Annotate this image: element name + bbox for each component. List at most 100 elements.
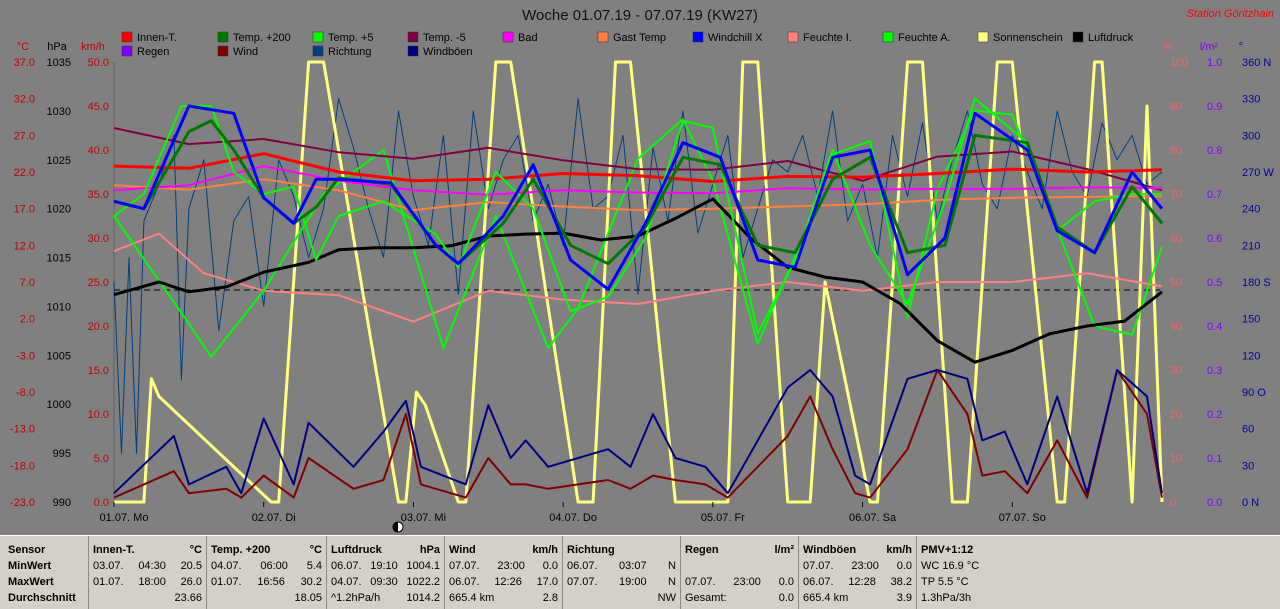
row-label-min: MinWert xyxy=(8,560,52,572)
stats-value: 0.0 xyxy=(778,576,794,588)
pmv-line: WC 16.9 °C xyxy=(921,560,980,572)
temp-tick-label: 22.0 xyxy=(14,167,35,179)
stats-value: N xyxy=(668,576,676,588)
wind-tick-label: 20.0 xyxy=(88,321,109,333)
series-line-temp-5 xyxy=(113,127,1163,192)
temp-tick-label: -23.0 xyxy=(10,497,35,509)
series-line-bad xyxy=(113,165,1163,196)
x-tick-label: 06.07. Sa xyxy=(849,512,897,524)
legend-swatch xyxy=(407,45,419,57)
stats-time: 23:00 xyxy=(851,560,879,572)
rain-tick-label: 0.7 xyxy=(1207,189,1222,201)
direction-tick-label: 360 N xyxy=(1242,57,1271,69)
stats-time: 23:00 xyxy=(497,560,525,572)
direction-tick-label: 210 xyxy=(1242,240,1260,252)
stats-date: 07.07. xyxy=(449,560,480,572)
pressure-tick-label: 1020 xyxy=(47,204,71,216)
temp-tick-label: 2.0 xyxy=(20,314,35,326)
humidity-tick-label: 100 xyxy=(1170,57,1188,69)
humidity-axis-header: % xyxy=(1163,41,1173,53)
stats-temp-200: Temp. +200 °C 04.07. 06:00 5.4 01.07. 16:56 3… xyxy=(206,536,326,609)
stats-value: 0.0 xyxy=(542,560,558,572)
legend-swatch xyxy=(977,31,989,43)
stats-date: 07.07. xyxy=(685,576,716,588)
chart-title: Woche 01.07.19 - 07.07.19 (KW27) xyxy=(522,7,758,24)
stats-sensor-name: Wind xyxy=(449,544,476,556)
station-name: Station Göritzhain xyxy=(1187,8,1274,20)
rain-tick-label: 0.3 xyxy=(1207,365,1222,377)
stats-value: 20.5 xyxy=(180,560,202,572)
legend-label: Richtung xyxy=(328,46,371,58)
stats-date: 01.07. xyxy=(93,576,124,588)
stats-unit: km/h xyxy=(532,544,558,556)
legend-swatch xyxy=(502,31,514,43)
moon-phase-icon xyxy=(392,521,404,533)
stats-unit: l/m² xyxy=(774,544,794,556)
legend-label: Temp. -5 xyxy=(423,32,466,44)
stats-value: 1022.2 xyxy=(406,576,440,588)
stats-time: 19:00 xyxy=(619,576,647,588)
legend-swatch xyxy=(121,31,133,43)
stats-innen-t: Innen-T. °C 03.07. 04:30 20.5 01.07. 18:00 26… xyxy=(88,536,206,609)
legend-swatch xyxy=(312,31,324,43)
stats-value: 5.4 xyxy=(306,560,322,572)
stats-sensor-name: Innen-T. xyxy=(93,544,135,556)
x-tick-label: 02.07. Di xyxy=(252,512,296,524)
stats-date: 06.07. xyxy=(331,560,362,572)
stats-wind: Wind km/h 07.07. 23:00 0.0 06.07. 12:26 17.0 … xyxy=(444,536,562,609)
rain-tick-label: 0.0 xyxy=(1207,497,1222,509)
stats-date: 665.4 km xyxy=(449,592,495,604)
wind-tick-label: 5.0 xyxy=(94,453,109,465)
wind-tick-label: 40.0 xyxy=(88,145,109,157)
row-label-sensor: Sensor xyxy=(8,544,46,556)
statistics-table: Sensor MinWert MaxWert Durchschnitt Inne… xyxy=(0,535,1280,609)
stats-value: 1014.2 xyxy=(406,592,440,604)
stats-unit: km/h xyxy=(886,544,912,556)
x-tick-label: 04.07. Do xyxy=(549,512,597,524)
series-line-sonnenschein xyxy=(114,60,1164,504)
stats-richtung: Richtung 06.07. 03:07 N 07.07. 19:00 N NW xyxy=(562,536,680,609)
rain-axis-header: l/m² xyxy=(1200,41,1219,53)
direction-tick-label: 240 xyxy=(1242,204,1260,216)
stats-date: Gesamt: xyxy=(685,592,727,604)
humidity-tick-label: 30 xyxy=(1170,365,1182,377)
legend: Innen-T. Temp. +200 Temp. +5 Temp. -5 Bad Gas… xyxy=(121,31,1134,58)
row-label-avg: Durchschnitt xyxy=(8,592,76,604)
wind-tick-label: 35.0 xyxy=(88,189,109,201)
temp-tick-label: -13.0 xyxy=(10,424,35,436)
direction-tick-label: 150 xyxy=(1242,314,1260,326)
stats-time: 18:00 xyxy=(138,576,166,588)
legend-swatch xyxy=(312,45,324,57)
stats-date: 04.07. xyxy=(211,560,242,572)
wind-tick-label: 15.0 xyxy=(88,365,109,377)
stats-sensor-name: Luftdruck xyxy=(331,544,382,556)
legend-label: Luftdruck xyxy=(1088,32,1134,44)
temp-tick-label: 12.0 xyxy=(14,240,35,252)
stats-value: 1004.1 xyxy=(406,560,440,572)
rain-tick-label: 0.4 xyxy=(1207,321,1222,333)
legend-label: Temp. +5 xyxy=(328,32,374,44)
stats-unit: °C xyxy=(189,544,202,556)
x-tick-label: 07.07. So xyxy=(999,512,1046,524)
wind-tick-label: 25.0 xyxy=(88,277,109,289)
stats-sensor-name: Temp. +200 xyxy=(211,544,271,556)
stats-value: 18.05 xyxy=(294,592,322,604)
pressure-tick-label: 1005 xyxy=(47,350,71,362)
temp-tick-label: 37.0 xyxy=(14,57,35,69)
legend-label: Feuchte I. xyxy=(803,32,852,44)
wind-tick-label: 50.0 xyxy=(88,57,109,69)
legend-label: Bad xyxy=(518,32,538,44)
stats-time: 09:30 xyxy=(370,576,398,588)
pressure-tick-label: 1015 xyxy=(47,253,71,265)
stats-unit: hPa xyxy=(419,544,440,556)
legend-label: Sonnenschein xyxy=(993,32,1063,44)
stats-date: 01.07. xyxy=(211,576,242,588)
direction-tick-label: 30 xyxy=(1242,460,1254,472)
stats-regen: Regen l/m² 07.07. 23:00 0.0 Gesamt: 0.0 xyxy=(680,536,798,609)
pmv-line: 1.3hPa/3h xyxy=(921,592,972,604)
legend-label: Windböen xyxy=(423,46,473,58)
legend-label: Temp. +200 xyxy=(233,32,291,44)
legend-label: Innen-T. xyxy=(137,32,177,44)
stats-date: 665.4 km xyxy=(803,592,849,604)
rain-tick-label: 1.0 xyxy=(1207,57,1222,69)
